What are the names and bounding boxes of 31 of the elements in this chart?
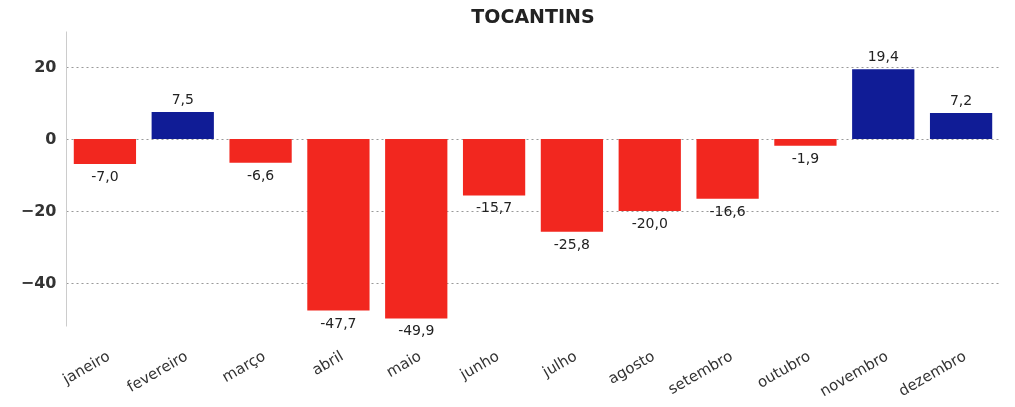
bar — [540, 138, 604, 232]
data-label: -47,7 — [320, 314, 357, 331]
bar — [229, 138, 292, 163]
data-label: -7,0 — [91, 168, 119, 185]
y-tick-label: −20 — [20, 201, 57, 221]
data-label: -49,9 — [398, 322, 435, 339]
x-tick-label: abril — [308, 346, 347, 379]
bar — [618, 138, 681, 211]
data-label: -6,6 — [246, 166, 275, 183]
bar — [385, 138, 448, 319]
data-label: -25,8 — [553, 235, 591, 252]
bar — [462, 138, 526, 196]
y-tick-label: −40 — [20, 273, 57, 293]
bar — [852, 69, 915, 139]
bar — [151, 111, 214, 139]
data-label: 19,4 — [867, 48, 899, 65]
y-tick-label: 20 — [34, 57, 57, 77]
data-label: -16,6 — [709, 202, 746, 219]
bar — [696, 138, 759, 199]
chart-title: TOCANTINS — [471, 5, 595, 27]
data-label: -1,9 — [791, 149, 820, 166]
bar — [307, 138, 370, 311]
data-label: 7,5 — [171, 90, 194, 107]
bar — [774, 138, 837, 146]
x-tick-label: maio — [383, 346, 425, 381]
bar — [929, 113, 993, 139]
data-label: 7,2 — [949, 92, 973, 109]
data-label: -15,7 — [475, 199, 513, 216]
data-label: -20,0 — [631, 214, 668, 231]
bar — [73, 138, 137, 165]
y-tick-label: 0 — [45, 129, 57, 149]
